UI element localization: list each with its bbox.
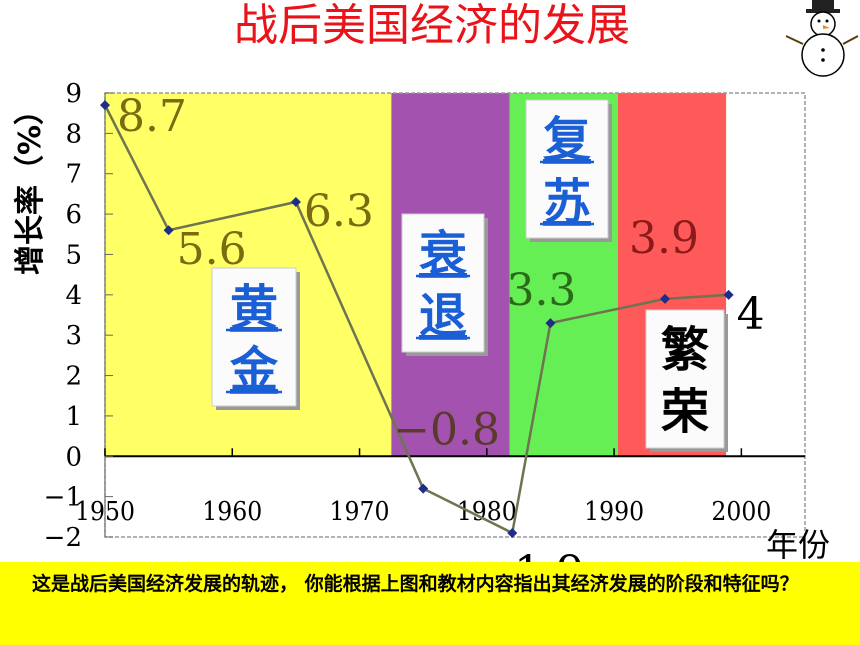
data-label: 5.6 — [177, 224, 247, 275]
stage-card-3: 繁荣 — [645, 309, 728, 452]
stage-label-char: 金 — [229, 342, 279, 398]
stage-label-char: 衰 — [419, 226, 467, 282]
x-tick-label: 1980 — [457, 497, 517, 527]
stage-label-char: 复 — [543, 112, 591, 168]
data-point — [507, 527, 518, 538]
data-point — [660, 293, 670, 304]
snowman-icon — [785, 0, 859, 77]
y-axis-title: 增长率（%） — [13, 95, 48, 275]
y-tick-label: −2 — [44, 523, 82, 553]
stage-label-char: 苏 — [543, 174, 591, 230]
y-tick-label: 4 — [65, 281, 82, 311]
y-tick-label: 2 — [65, 362, 82, 392]
y-tick-label: 1 — [65, 402, 82, 432]
stage-label-char: 黄 — [230, 280, 278, 336]
y-tick-label: 5 — [65, 240, 82, 270]
x-tick-label: 1960 — [202, 497, 262, 527]
stage-label-char: 繁 — [661, 322, 709, 378]
stage-card-bg — [525, 99, 609, 239]
data-point — [290, 196, 301, 207]
stage-label-char: 退 — [419, 288, 467, 344]
y-tick-label: 6 — [65, 200, 82, 230]
stage-card-2: 复苏 — [525, 99, 612, 242]
page-title: 战后美国经济的发展 — [234, 0, 630, 51]
stage-card-1: 衰退 — [401, 213, 488, 356]
x-axis-title: 年份 — [766, 526, 830, 564]
stage-card-bg — [645, 309, 725, 449]
data-point — [163, 225, 174, 236]
data-label: −0.8 — [393, 405, 500, 456]
x-tick-label: 1970 — [330, 497, 390, 527]
chart-axes: −2 −1 0 1 2 3 4 5 6 7 8 9 1950 1960 1970 1980 1990 2000 — [44, 79, 806, 553]
x-tick-label: 2000 — [711, 497, 771, 527]
y-tick-label: −1 — [44, 483, 82, 513]
data-point — [100, 100, 110, 111]
stage-card-bg — [211, 267, 297, 407]
y-tick-label: 9 — [65, 79, 82, 109]
question-caption-box: 这是战后美国经济发展的轨迹， 你能根据上图和教材内容指出其经济发展的阶段和特征吗… — [0, 562, 860, 645]
y-tick-label: 8 — [65, 119, 82, 149]
data-label: 4 — [737, 289, 765, 340]
stage-label-char: 荣 — [661, 384, 709, 440]
data-label: 6.3 — [304, 186, 374, 237]
stage-card-bg — [401, 213, 485, 353]
data-point — [723, 289, 734, 300]
x-tick-label: 1950 — [75, 497, 135, 527]
data-point — [418, 483, 429, 494]
data-label: 3.3 — [506, 265, 576, 316]
series-line — [103, 104, 729, 535]
y-tick-label: 3 — [65, 321, 82, 351]
question-caption: 这是战后美国经济发展的轨迹， 你能根据上图和教材内容指出其经济发展的阶段和特征吗… — [32, 573, 799, 595]
y-tick-label: 7 — [65, 160, 82, 190]
data-label: 3.9 — [629, 213, 699, 264]
y-tick-label: 0 — [65, 442, 82, 472]
stage-card-0: 黄金 — [211, 267, 300, 410]
data-label: 8.7 — [117, 91, 187, 142]
x-tick-label: 1990 — [584, 497, 644, 527]
data-point — [545, 318, 556, 329]
